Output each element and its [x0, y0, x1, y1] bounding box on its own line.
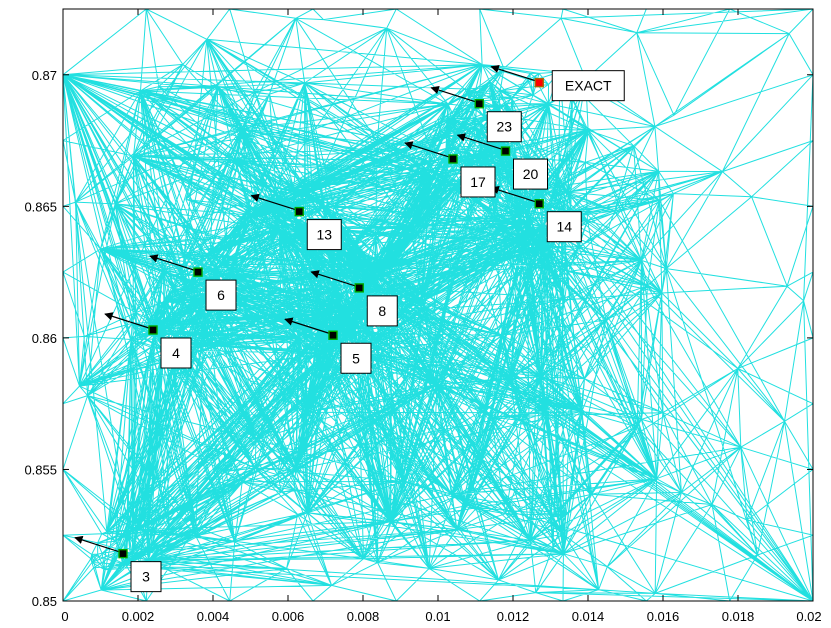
point-label-23: 23	[496, 119, 512, 135]
label-box-20	[513, 158, 548, 190]
marker-5	[328, 330, 338, 340]
arrow-4	[104, 312, 150, 329]
x-axis-tick-labels: 0 0.002 0.004 0.006 0.008 0.01 0.012 0.014 0.016…	[61, 609, 821, 624]
arrow-8	[310, 270, 356, 287]
y-tick-label: 0.865	[24, 199, 57, 214]
point-label-20: 20	[523, 166, 539, 182]
label-box-14	[546, 211, 582, 243]
x-tick-label: 0.008	[347, 609, 380, 624]
arrow-17	[404, 141, 450, 158]
marker-8	[354, 283, 364, 293]
marker-exact	[534, 77, 544, 88]
marker-14	[534, 199, 544, 209]
arrow-5	[284, 317, 330, 334]
point-label-4: 4	[172, 345, 180, 361]
marker-3	[118, 548, 128, 559]
arrow-exact	[490, 64, 536, 82]
point-label-group: 3 4 5 6 8 13 14 17 20 23 EXACT	[130, 70, 625, 593]
marker-23	[474, 99, 484, 109]
label-box-17	[460, 166, 496, 198]
arrow-13	[250, 193, 296, 211]
marker-6	[193, 267, 203, 277]
arrow-23	[430, 86, 476, 103]
label-box-6	[205, 279, 237, 311]
point-label-14: 14	[556, 219, 572, 235]
x-tick-label: 0.01	[425, 609, 450, 624]
label-box-5	[340, 342, 372, 374]
x-tick-label: 0.002	[122, 609, 155, 624]
x-tick-label: 0.004	[197, 609, 230, 624]
marker-13	[294, 206, 304, 217]
y-tick-label: 0.855	[24, 462, 57, 477]
x-tick-label: 0.018	[722, 609, 755, 624]
data-marker-group	[118, 77, 544, 559]
y-tick-label: 0.85	[32, 594, 57, 609]
x-tick-label: 0.006	[272, 609, 305, 624]
point-label-5: 5	[352, 350, 360, 366]
x-tick-label: 0.016	[647, 609, 680, 624]
label-box-3	[130, 561, 162, 593]
point-label-3: 3	[142, 569, 150, 585]
point-label-8: 8	[378, 303, 386, 319]
axis-ticks	[62, 9, 814, 602]
arrow-14	[490, 185, 536, 203]
marker-17	[448, 154, 458, 164]
y-axis-tick-labels: 0.85 0.855 0.86 0.865 0.87	[24, 68, 57, 609]
arrow-6	[149, 254, 195, 271]
point-label-exact: EXACT	[565, 78, 612, 94]
label-box-4	[160, 337, 192, 369]
point-label-17: 17	[470, 174, 486, 190]
arrow-group	[74, 64, 536, 553]
x-tick-label: 0	[61, 609, 68, 624]
y-tick-label: 0.86	[32, 331, 57, 346]
point-label-6: 6	[217, 287, 225, 303]
label-box-23	[486, 111, 522, 143]
marker-20	[500, 146, 511, 156]
arrow-3	[74, 535, 120, 553]
label-box-8	[366, 295, 398, 327]
x-tick-label: 0.012	[497, 609, 530, 624]
x-tick-label: 0.014	[572, 609, 605, 624]
arrow-20	[456, 133, 502, 150]
label-box-13	[306, 219, 342, 251]
label-box-exact	[551, 70, 625, 102]
point-label-13: 13	[316, 227, 332, 243]
y-tick-label: 0.87	[32, 68, 57, 83]
marker-4	[148, 325, 158, 335]
x-tick-label: 0.02	[796, 609, 821, 624]
